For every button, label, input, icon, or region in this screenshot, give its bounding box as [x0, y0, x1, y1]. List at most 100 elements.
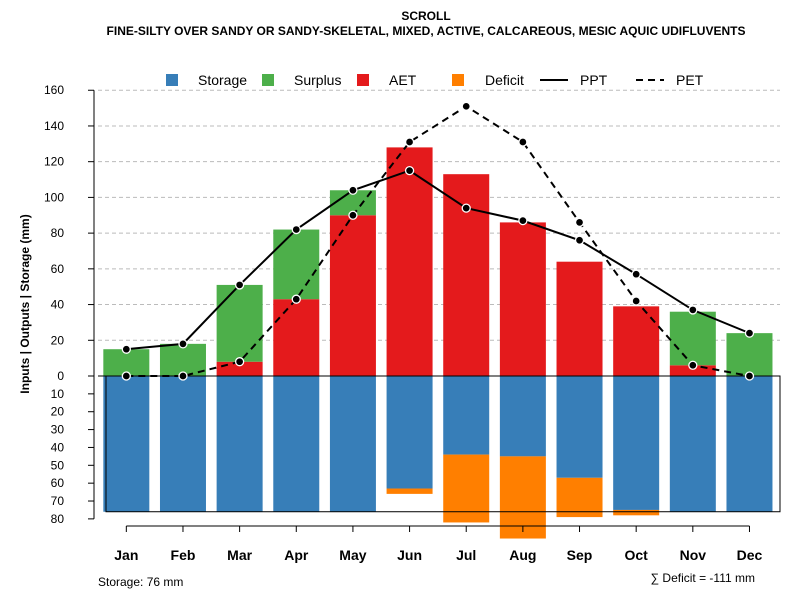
y-tick-label-lower-70: 70 — [51, 494, 65, 508]
x-tick-label-mar: Mar — [227, 547, 252, 563]
deficit-bar-oct — [613, 509, 660, 516]
aet-bar-mar — [216, 361, 263, 376]
storage-bar-sep — [556, 376, 603, 478]
storage-bar-dec — [726, 376, 773, 512]
ppt-point-dec — [744, 328, 755, 338]
aet-bar-aug — [499, 222, 546, 376]
legend-label-aet: AET — [389, 72, 417, 88]
surplus-bar-apr — [273, 229, 320, 300]
pet-line — [126, 105, 750, 377]
x-tick-label-sep: Sep — [567, 547, 593, 563]
pet-point-sep — [574, 217, 585, 228]
ppt-point-mar — [234, 280, 245, 290]
legend-swatch-surplus — [262, 74, 274, 86]
y-tick-label-lower-40: 40 — [51, 440, 65, 454]
aet-bar-nov — [669, 365, 716, 376]
aet-bar-jun — [386, 147, 433, 376]
y-tick-label-20: 20 — [51, 333, 65, 347]
storage-bar-mar — [216, 376, 263, 512]
y-tick-label-40: 40 — [51, 298, 65, 312]
aet-bar-oct — [613, 306, 660, 376]
x-tick-label-apr: Apr — [284, 547, 309, 563]
x-tick-label-jul: Jul — [456, 547, 476, 563]
deficit-bar-sep — [556, 477, 603, 518]
storage-bar-jul — [443, 376, 490, 455]
ppt-point-jul — [461, 203, 471, 213]
x-tick-label-jun: Jun — [397, 547, 422, 563]
y-axis-label: Inputs | Outputs | Storage (mm) — [18, 214, 32, 393]
legend-label-storage: Storage — [198, 72, 247, 88]
lines-layer — [121, 101, 755, 381]
surplus-bar-dec — [726, 333, 773, 376]
y-tick-label-lower-10: 10 — [51, 387, 65, 401]
storage-bar-may — [329, 376, 376, 512]
deficit-bar-jun — [386, 488, 433, 494]
ppt-point-feb — [178, 339, 188, 349]
storage-footnote: Storage: 76 mm — [98, 575, 183, 589]
surplus-bar-mar — [216, 284, 263, 362]
pet-point-nov — [688, 360, 698, 370]
deficit-footnote: ∑ Deficit = -111 mm — [651, 571, 755, 585]
legend-swatch-deficit — [452, 74, 464, 86]
pet-point-jun — [404, 137, 415, 147]
legend-label-surplus: Surplus — [294, 72, 341, 88]
y-tick-label-lower-20: 20 — [51, 405, 65, 419]
ppt-point-nov — [688, 305, 698, 315]
chart-subtitle: FINE-SILTY OVER SANDY OR SANDY-SKELETAL,… — [107, 24, 746, 38]
surplus-bar-feb — [159, 343, 206, 376]
ppt-point-aug — [518, 215, 528, 226]
y-tick-label-lower-30: 30 — [51, 423, 65, 437]
x-tick-label-jan: Jan — [114, 547, 138, 563]
ppt-point-jan — [121, 344, 131, 354]
aet-bar-sep — [556, 261, 603, 376]
storage-bar-aug — [499, 376, 546, 457]
x-tick-label-aug: Aug — [509, 547, 536, 563]
storage-bar-jan — [103, 376, 150, 512]
y-tick-label-100: 100 — [44, 190, 64, 204]
pet-point-mar — [234, 357, 245, 367]
y-tick-label-lower-50: 50 — [51, 458, 65, 472]
legend-label-pet: PET — [676, 72, 704, 88]
aet-bar-apr — [273, 299, 320, 376]
y-tick-label-lower-80: 80 — [51, 512, 65, 526]
legend-swatch-aet — [357, 74, 369, 86]
ppt-point-oct — [631, 269, 641, 279]
storage-bar-apr — [273, 376, 320, 512]
legend-swatch-storage — [166, 74, 178, 86]
legend-label-deficit: Deficit — [485, 72, 524, 88]
ppt-point-apr — [291, 224, 301, 235]
surplus-bar-nov — [669, 311, 716, 366]
pet-point-aug — [518, 137, 528, 147]
pet-point-jan — [121, 371, 131, 381]
y-tick-label-80: 80 — [51, 226, 65, 240]
gridlines — [98, 89, 780, 341]
pet-point-may — [348, 210, 358, 220]
y-tick-label-0: 0 — [57, 369, 64, 383]
storage-bar-jun — [386, 376, 433, 489]
pet-point-oct — [631, 296, 641, 306]
y-tick-label-lower-60: 60 — [51, 476, 65, 490]
y-tick-label-120: 120 — [44, 155, 64, 169]
y-tick-label-160: 160 — [44, 83, 64, 97]
deficit-bar-jul — [443, 454, 490, 523]
pet-point-apr — [291, 294, 301, 304]
y-tick-label-140: 140 — [44, 119, 64, 133]
storage-bar-nov — [669, 376, 716, 512]
x-tick-label-nov: Nov — [680, 547, 707, 563]
pet-point-jul — [461, 101, 471, 111]
storage-bar-oct — [613, 376, 660, 510]
y-tick-label-60: 60 — [51, 262, 65, 276]
ppt-point-jun — [404, 165, 415, 176]
x-axis: Jan Feb Mar Apr May Jun Jul Aug Sep Oct Nov Dec — [114, 525, 763, 563]
ppt-line — [126, 169, 750, 351]
storage-bar-feb — [159, 376, 206, 512]
ppt-point-sep — [574, 235, 585, 245]
legend-label-ppt: PPT — [580, 72, 608, 88]
bars-layer — [98, 147, 781, 539]
chart-title: SCROLL — [401, 9, 450, 23]
x-tick-label-feb: Feb — [171, 547, 196, 563]
deficit-bar-aug — [499, 456, 546, 539]
x-tick-label-may: May — [339, 547, 366, 563]
pet-point-feb — [178, 371, 188, 381]
